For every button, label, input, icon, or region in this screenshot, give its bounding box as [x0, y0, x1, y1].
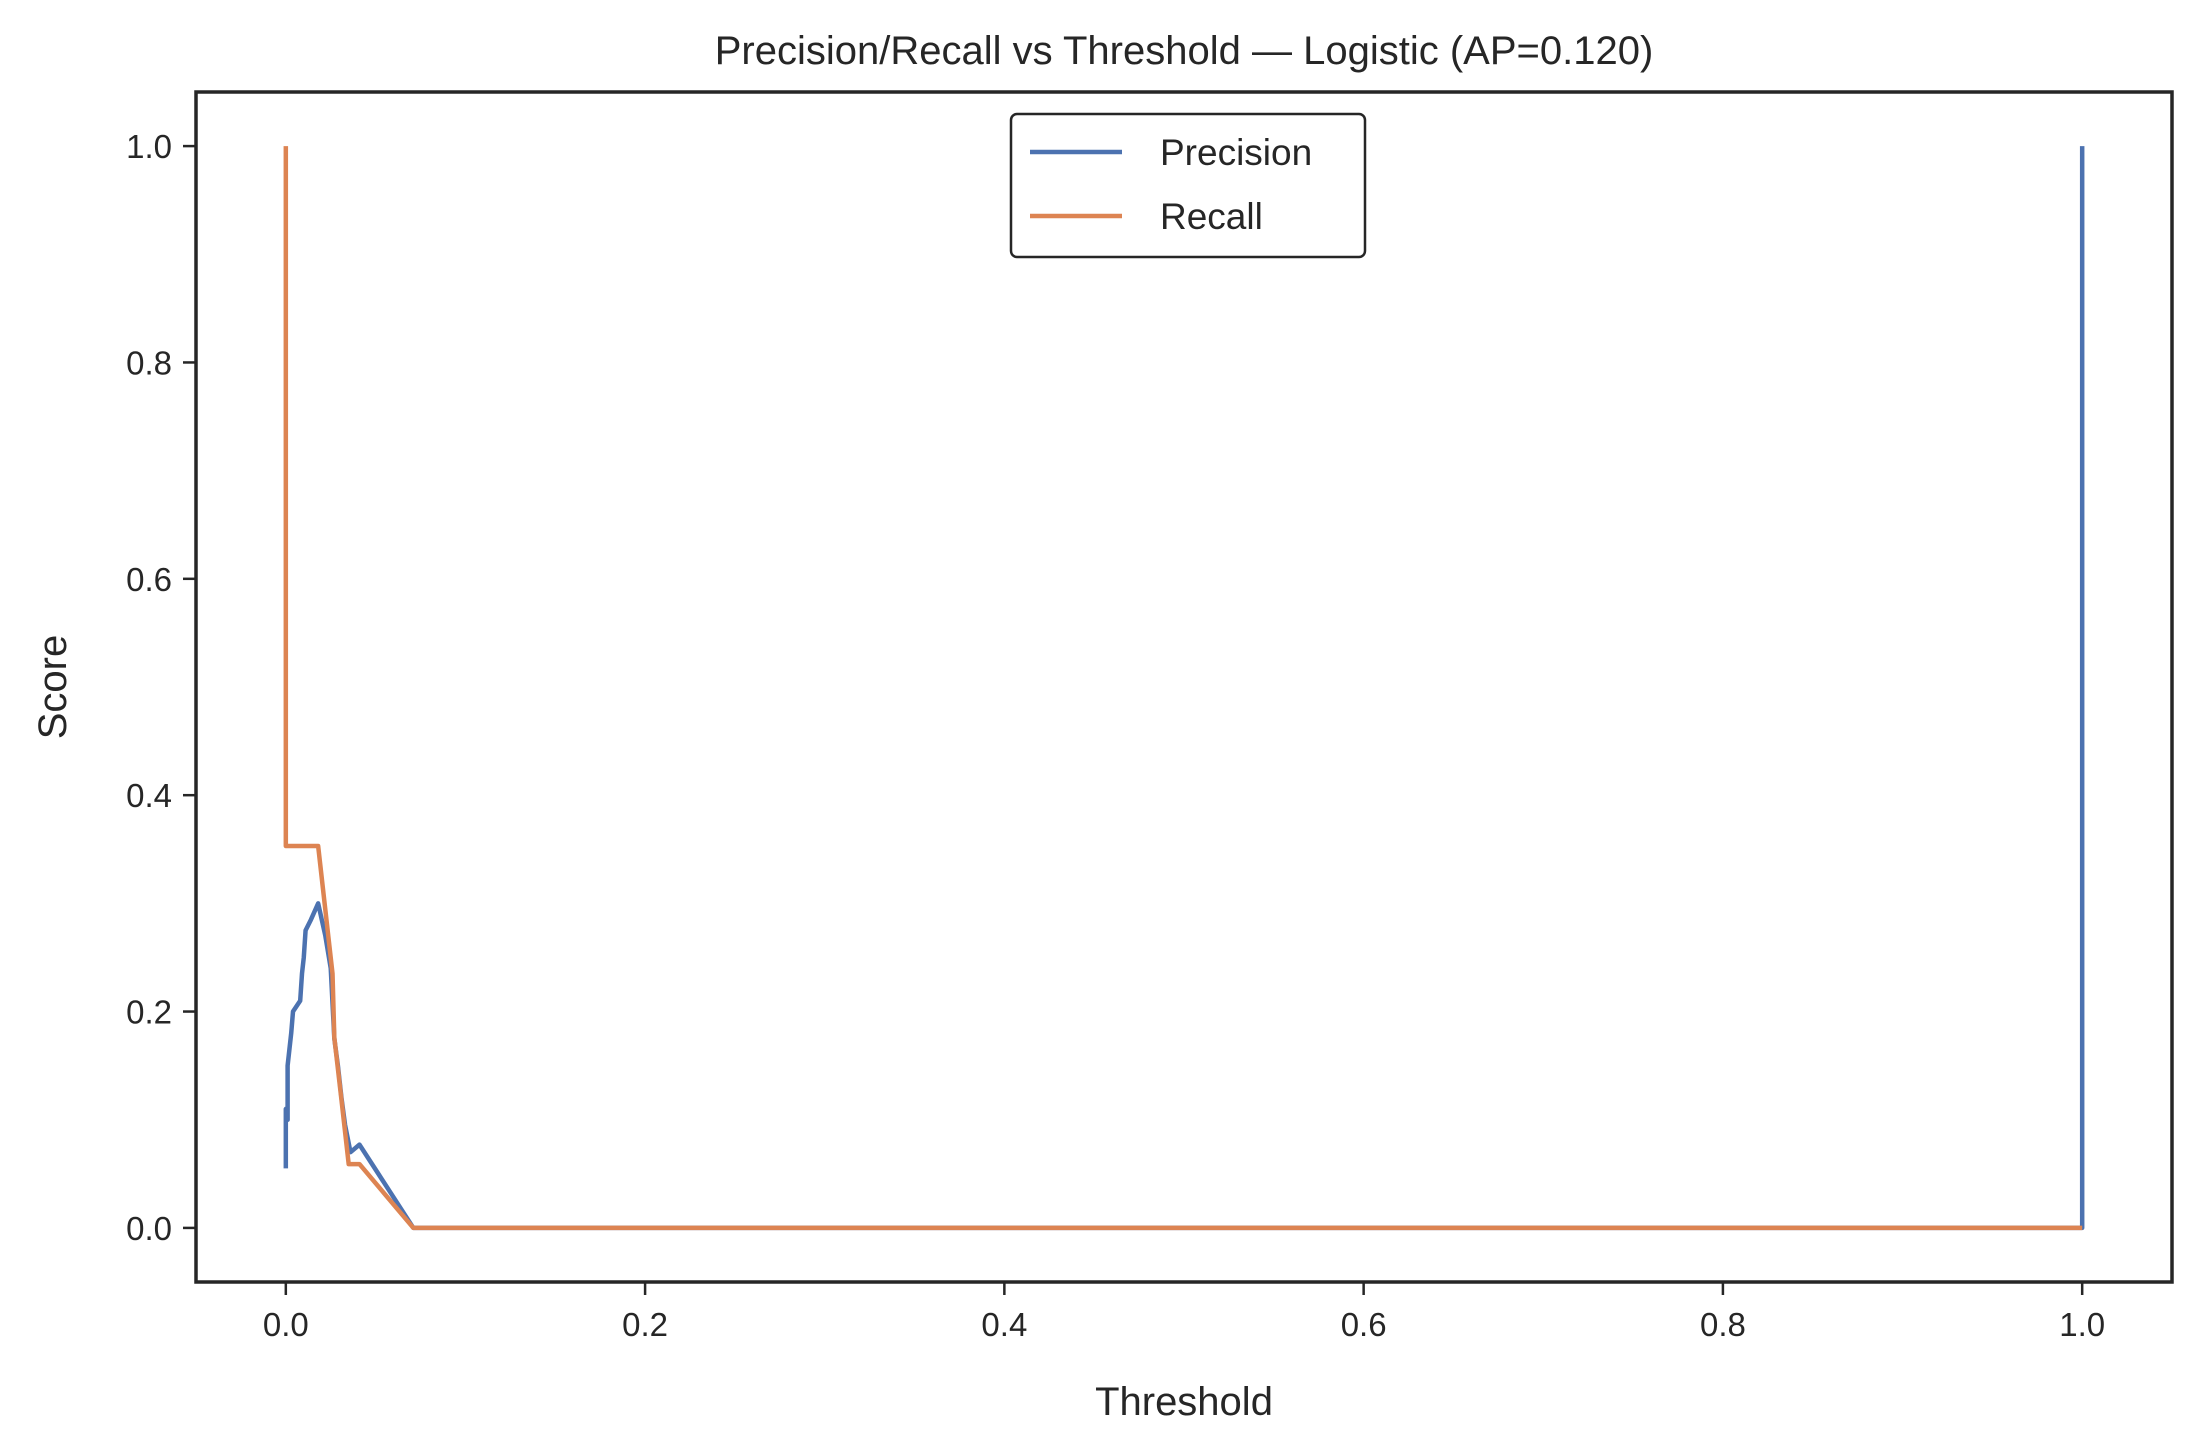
y-tick-label: 0.8: [126, 344, 172, 381]
series-line-precision: [283, 146, 2085, 1231]
legend-label-precision: Precision: [1160, 132, 1312, 173]
x-tick-label: 0.2: [622, 1306, 668, 1343]
y-axis-title: Score: [31, 635, 75, 740]
x-tick-label: 0.8: [1700, 1306, 1746, 1343]
y-tick-label: 0.4: [126, 777, 172, 814]
plot-frame: [194, 90, 2174, 1284]
series-layer: [283, 146, 2085, 1231]
chart-title: Precision/Recall vs Threshold — Logistic…: [715, 29, 1654, 73]
x-tick-label: 0.0: [263, 1306, 309, 1343]
series-line-recall: [283, 146, 2083, 1231]
x-axis-title: Threshold: [1095, 1380, 1273, 1424]
y-axis: 0.0 0.2 0.4 0.6 0.8 1.0: [126, 128, 196, 1247]
legend-label-recall: Recall: [1160, 196, 1263, 237]
x-tick-label: 0.4: [981, 1306, 1027, 1343]
y-tick-label: 0.2: [126, 994, 172, 1031]
x-axis: 0.0 0.2 0.4 0.6 0.8 1.0: [263, 1282, 2105, 1343]
y-tick-label: 0.0: [126, 1210, 172, 1247]
y-tick-label: 0.6: [126, 561, 172, 598]
legend: Precision Recall: [1009, 112, 1367, 259]
y-tick-label: 1.0: [126, 128, 172, 165]
x-tick-label: 0.6: [1341, 1306, 1387, 1343]
x-tick-label: 1.0: [2059, 1306, 2105, 1343]
